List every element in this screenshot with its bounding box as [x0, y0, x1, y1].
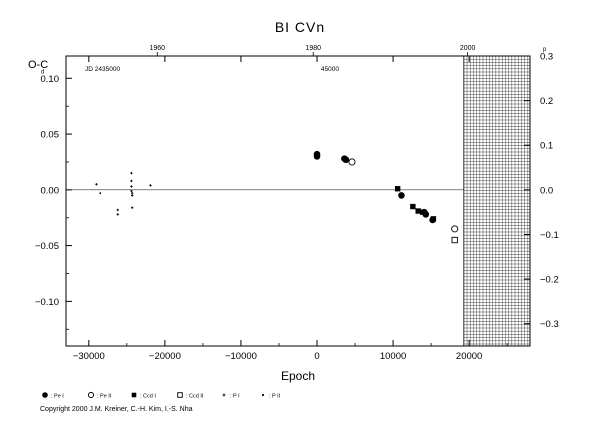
legend-marker-pe-i [42, 392, 48, 398]
legend-marker-pe-ii [87, 391, 95, 399]
legend-label-ccd-i: : Ccd I [140, 394, 156, 400]
point-p-i [130, 206, 134, 209]
y-right-axis-ticks: 0.3 0.2 0.1 0.0 −0.1 −0.2 −0.3 [524, 52, 559, 330]
y-axis-ticks: 0.10 0.05 0.00 −0.05 −0.10 [35, 74, 72, 330]
data-points [95, 150, 459, 244]
point-p-i [130, 191, 134, 195]
future-grid-region [463, 55, 530, 346]
top-axis-year-label: 2000 [460, 45, 476, 52]
x-tick-label: 20000 [456, 351, 482, 362]
point-ccd-i [415, 208, 421, 214]
y-tick-label: −0.05 [35, 241, 59, 252]
y-tick-label: 0.05 [41, 130, 60, 141]
point-p-i [130, 194, 134, 197]
legend-marker-ccd-ii [177, 392, 183, 398]
x-tick-label: −20000 [149, 351, 181, 362]
y-axis-unit-left: d [41, 69, 44, 75]
top-axis-year-label: 1960 [149, 45, 165, 52]
y-right-tick-label: 0.3 [540, 52, 553, 63]
x-axis-ticks: −30000 −20000 −10000 0 10000 20000 [73, 56, 508, 362]
legend-label-pe-i: : Pe I [51, 394, 64, 400]
point-p-i [116, 208, 119, 212]
legend-marker-p-i [222, 393, 226, 397]
y-tick-label: 0.10 [41, 74, 60, 85]
legend-marker-ccd-i [131, 392, 137, 398]
y-right-tick-label: 0.0 [540, 185, 553, 196]
point-p-i [149, 184, 152, 187]
point-p-i [130, 179, 133, 183]
point-pe-i [342, 156, 350, 164]
x-axis-label: Epoch [281, 369, 315, 383]
y-right-tick-label: −0.1 [540, 230, 559, 241]
y-right-tick-label: −0.2 [540, 275, 559, 286]
chart-title: BI CVn [275, 19, 325, 35]
top-axis-year-label: 1980 [305, 45, 321, 52]
y-axis-label: O-C [28, 59, 48, 71]
point-pe-ii [451, 225, 459, 233]
x-tick-label: 0 [314, 351, 319, 362]
point-p-i [95, 183, 98, 186]
legend-marker-p-ii [261, 393, 265, 397]
point-ccd-i [410, 203, 416, 210]
legend-label-p-ii: : P II [269, 394, 281, 400]
legend-label-pe-ii: : Pe II [97, 394, 112, 400]
point-ccd-ii [451, 236, 458, 244]
y-tick-label: 0.00 [41, 185, 60, 196]
y-right-tick-label: −0.3 [540, 319, 559, 330]
y-axis-label-group: O-C d p [28, 47, 547, 75]
jd-mid-label: 45000 [321, 66, 339, 73]
point-pe-i [313, 153, 321, 160]
legend-label-p-i: : P I [230, 394, 240, 400]
y-right-axis-unit: p [543, 47, 547, 53]
legend: : Pe I : Pe II : Ccd I : Ccd II : P I : P II [42, 391, 281, 400]
y-tick-label: −0.10 [35, 297, 59, 308]
point-p-i [116, 213, 119, 216]
point-pe-i [398, 192, 405, 199]
point-p-i [130, 171, 133, 175]
plot-frame [65, 55, 531, 347]
point-p-ii [99, 192, 102, 195]
top-axis: 1960 1980 2000 JD 2435000 45000 [85, 45, 475, 73]
copyright-text: Copyright 2000 J.M. Kreiner, C.-H. Kim, … [40, 406, 193, 413]
jd-label: JD 2435000 [85, 66, 120, 73]
point-ccd-i [430, 216, 437, 222]
x-tick-label: −10000 [225, 351, 257, 362]
legend-label-ccd-ii: : Ccd II [186, 394, 204, 400]
point-p-i [130, 185, 133, 188]
point-pe-ii [348, 158, 356, 166]
x-tick-label: 10000 [380, 351, 406, 362]
point-ccd-i [394, 186, 401, 192]
point-p-i [130, 189, 133, 193]
y-right-tick-label: 0.2 [540, 96, 553, 107]
y-right-tick-label: 0.1 [540, 141, 553, 152]
point-ccd-i [420, 209, 426, 215]
x-tick-label: −30000 [73, 351, 105, 362]
